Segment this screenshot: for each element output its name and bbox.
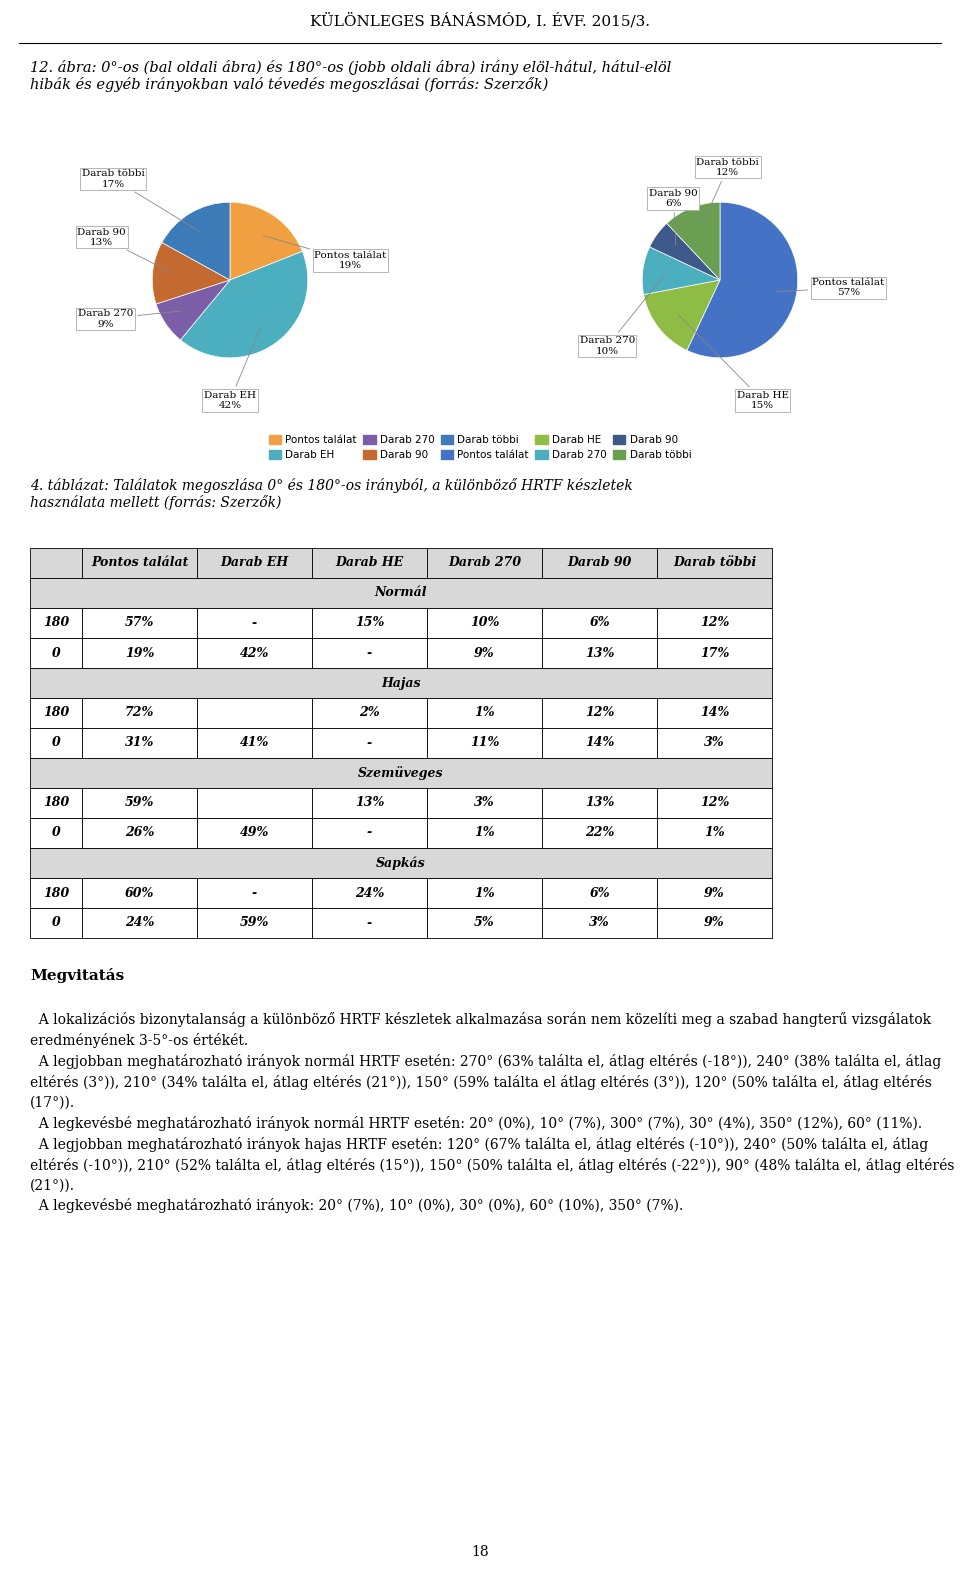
- Text: 1%: 1%: [474, 886, 494, 899]
- Text: 49%: 49%: [240, 827, 269, 839]
- Text: 14%: 14%: [585, 736, 614, 750]
- Legend: Pontos találat, Darab EH, Darab 270, Darab 90, Darab többi, Pontos találat, Dara: Pontos találat, Darab EH, Darab 270, Dar…: [269, 435, 691, 460]
- Text: 15%: 15%: [355, 617, 384, 629]
- Text: KÜLÖNLEGES BÁNÁSMÓD, I. ÉVF. 2015/3.: KÜLÖNLEGES BÁNÁSMÓD, I. ÉVF. 2015/3.: [310, 13, 650, 28]
- Text: Darab 90
13%: Darab 90 13%: [78, 228, 174, 273]
- Text: 1%: 1%: [705, 827, 725, 839]
- Text: Normál: Normál: [374, 587, 427, 599]
- Text: -: -: [252, 617, 257, 629]
- Text: 9%: 9%: [705, 916, 725, 929]
- Wedge shape: [650, 223, 720, 279]
- Text: 0: 0: [52, 646, 60, 659]
- Text: 3%: 3%: [474, 797, 494, 810]
- Text: Darab többi
17%: Darab többi 17%: [82, 169, 200, 232]
- Text: 31%: 31%: [125, 736, 155, 750]
- Text: -: -: [367, 916, 372, 929]
- Text: 180: 180: [43, 797, 69, 810]
- Text: A lokalizációs bizonytalanság a különböző HRTF készletek alkalmazása során nem k: A lokalizációs bizonytalanság a különböz…: [30, 1012, 954, 1213]
- Text: Hajas: Hajas: [381, 676, 420, 689]
- Text: Darab 270
9%: Darab 270 9%: [78, 309, 182, 328]
- Text: Darab 270: Darab 270: [448, 557, 521, 570]
- Wedge shape: [643, 279, 720, 350]
- Text: -: -: [367, 736, 372, 750]
- Text: 19%: 19%: [125, 646, 155, 659]
- Text: 12. ábra: 0°-os (bal oldali ábra) és 180°-os (jobb oldali ábra) irány elöl-hátul: 12. ábra: 0°-os (bal oldali ábra) és 180…: [30, 60, 671, 93]
- Text: 59%: 59%: [240, 916, 269, 929]
- Text: 13%: 13%: [585, 797, 614, 810]
- Text: 12%: 12%: [700, 617, 730, 629]
- Text: Pontos találat: Pontos találat: [91, 557, 188, 570]
- Text: 1%: 1%: [474, 706, 494, 720]
- Text: 13%: 13%: [355, 797, 384, 810]
- Text: 6%: 6%: [589, 886, 610, 899]
- Wedge shape: [667, 202, 720, 279]
- Text: Megvitatás: Megvitatás: [30, 968, 124, 984]
- Text: 11%: 11%: [469, 736, 499, 750]
- Text: 180: 180: [43, 706, 69, 720]
- Text: 0: 0: [52, 736, 60, 750]
- Text: 24%: 24%: [125, 916, 155, 929]
- Text: 60%: 60%: [125, 886, 155, 899]
- Text: 9%: 9%: [474, 646, 494, 659]
- Text: Sapkás: Sapkás: [376, 857, 426, 869]
- Text: 4. táblázat: Találatok megoszlása 0° és 180°-os irányból, a különböző HRTF készl: 4. táblázat: Találatok megoszlása 0° és …: [30, 479, 633, 510]
- Text: 10%: 10%: [469, 617, 499, 629]
- Text: 12%: 12%: [585, 706, 614, 720]
- Text: 24%: 24%: [355, 886, 384, 899]
- Text: Pontos találat
19%: Pontos találat 19%: [263, 235, 387, 270]
- Text: Darab 90: Darab 90: [567, 557, 632, 570]
- Text: -: -: [367, 827, 372, 839]
- Text: Darab EH: Darab EH: [221, 557, 289, 570]
- Text: Darab többi: Darab többi: [673, 557, 756, 570]
- Text: Darab HE
15%: Darab HE 15%: [679, 315, 789, 410]
- Text: 41%: 41%: [240, 736, 269, 750]
- Text: -: -: [252, 886, 257, 899]
- Text: -: -: [367, 646, 372, 659]
- Text: Darab többi
12%: Darab többi 12%: [696, 157, 759, 228]
- Text: 5%: 5%: [474, 916, 494, 929]
- Text: 180: 180: [43, 886, 69, 899]
- Text: 3%: 3%: [705, 736, 725, 750]
- Text: 2%: 2%: [359, 706, 380, 720]
- Wedge shape: [230, 202, 302, 279]
- Text: 18: 18: [471, 1545, 489, 1560]
- Text: 26%: 26%: [125, 827, 155, 839]
- Text: 59%: 59%: [125, 797, 155, 810]
- Text: Darab HE: Darab HE: [335, 557, 403, 570]
- Text: 13%: 13%: [585, 646, 614, 659]
- Text: 9%: 9%: [705, 886, 725, 899]
- Wedge shape: [156, 279, 230, 340]
- Text: 0: 0: [52, 916, 60, 929]
- Text: 72%: 72%: [125, 706, 155, 720]
- Wedge shape: [180, 251, 308, 358]
- Text: Darab 90
6%: Darab 90 6%: [649, 188, 698, 245]
- Text: 22%: 22%: [585, 827, 614, 839]
- Wedge shape: [642, 246, 720, 295]
- Text: Szemüveges: Szemüveges: [358, 766, 444, 780]
- Text: 12%: 12%: [700, 797, 730, 810]
- Text: 6%: 6%: [589, 617, 610, 629]
- Text: 3%: 3%: [589, 916, 610, 929]
- Text: 17%: 17%: [700, 646, 730, 659]
- Text: 14%: 14%: [700, 706, 730, 720]
- Text: 180: 180: [43, 617, 69, 629]
- Wedge shape: [153, 243, 230, 304]
- Text: Darab EH
42%: Darab EH 42%: [204, 326, 261, 410]
- Wedge shape: [687, 202, 798, 358]
- Text: 57%: 57%: [125, 617, 155, 629]
- Text: 1%: 1%: [474, 827, 494, 839]
- Text: Pontos találat
57%: Pontos találat 57%: [776, 278, 884, 298]
- Text: Darab 270
10%: Darab 270 10%: [580, 275, 664, 356]
- Text: 0: 0: [52, 827, 60, 839]
- Wedge shape: [162, 202, 230, 279]
- Text: 42%: 42%: [240, 646, 269, 659]
